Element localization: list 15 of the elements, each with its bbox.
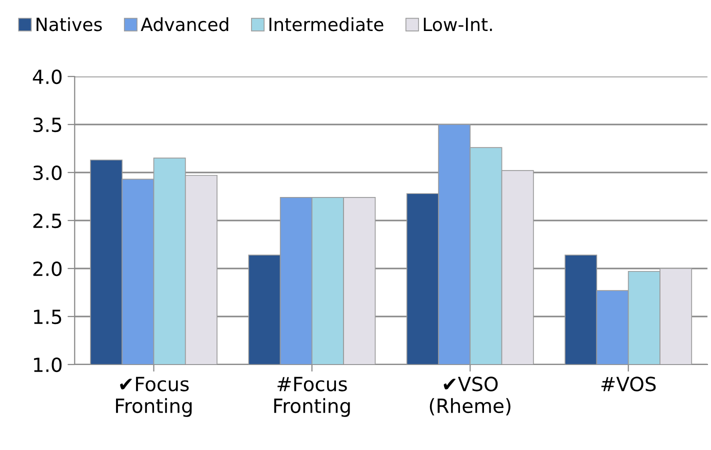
x-tick-label: ✔VSO (Rheme) bbox=[430, 376, 510, 416]
legend-label: Natives bbox=[36, 17, 102, 32]
y-tick-label: 3.0 bbox=[33, 165, 62, 180]
y-tick-label: 4.0 bbox=[32, 69, 62, 84]
legend-label: Advanced bbox=[140, 17, 228, 32]
y-tick-label: 3.5 bbox=[33, 117, 62, 132]
y-tick-label: 2.5 bbox=[33, 213, 62, 228]
y-tick-label: 2.0 bbox=[33, 261, 62, 276]
y-tick-label: 1.5 bbox=[34, 310, 62, 324]
legend-label: Intermediate bbox=[270, 17, 384, 32]
x-tick-label: ✔Focus Fronting bbox=[116, 376, 192, 417]
x-tick-label: #VOS bbox=[601, 376, 656, 392]
x-tick-label: #Focus Fronting bbox=[274, 376, 350, 417]
y-tick-label: 1.0 bbox=[34, 357, 62, 372]
legend-label: Low-Int. bbox=[424, 18, 492, 32]
